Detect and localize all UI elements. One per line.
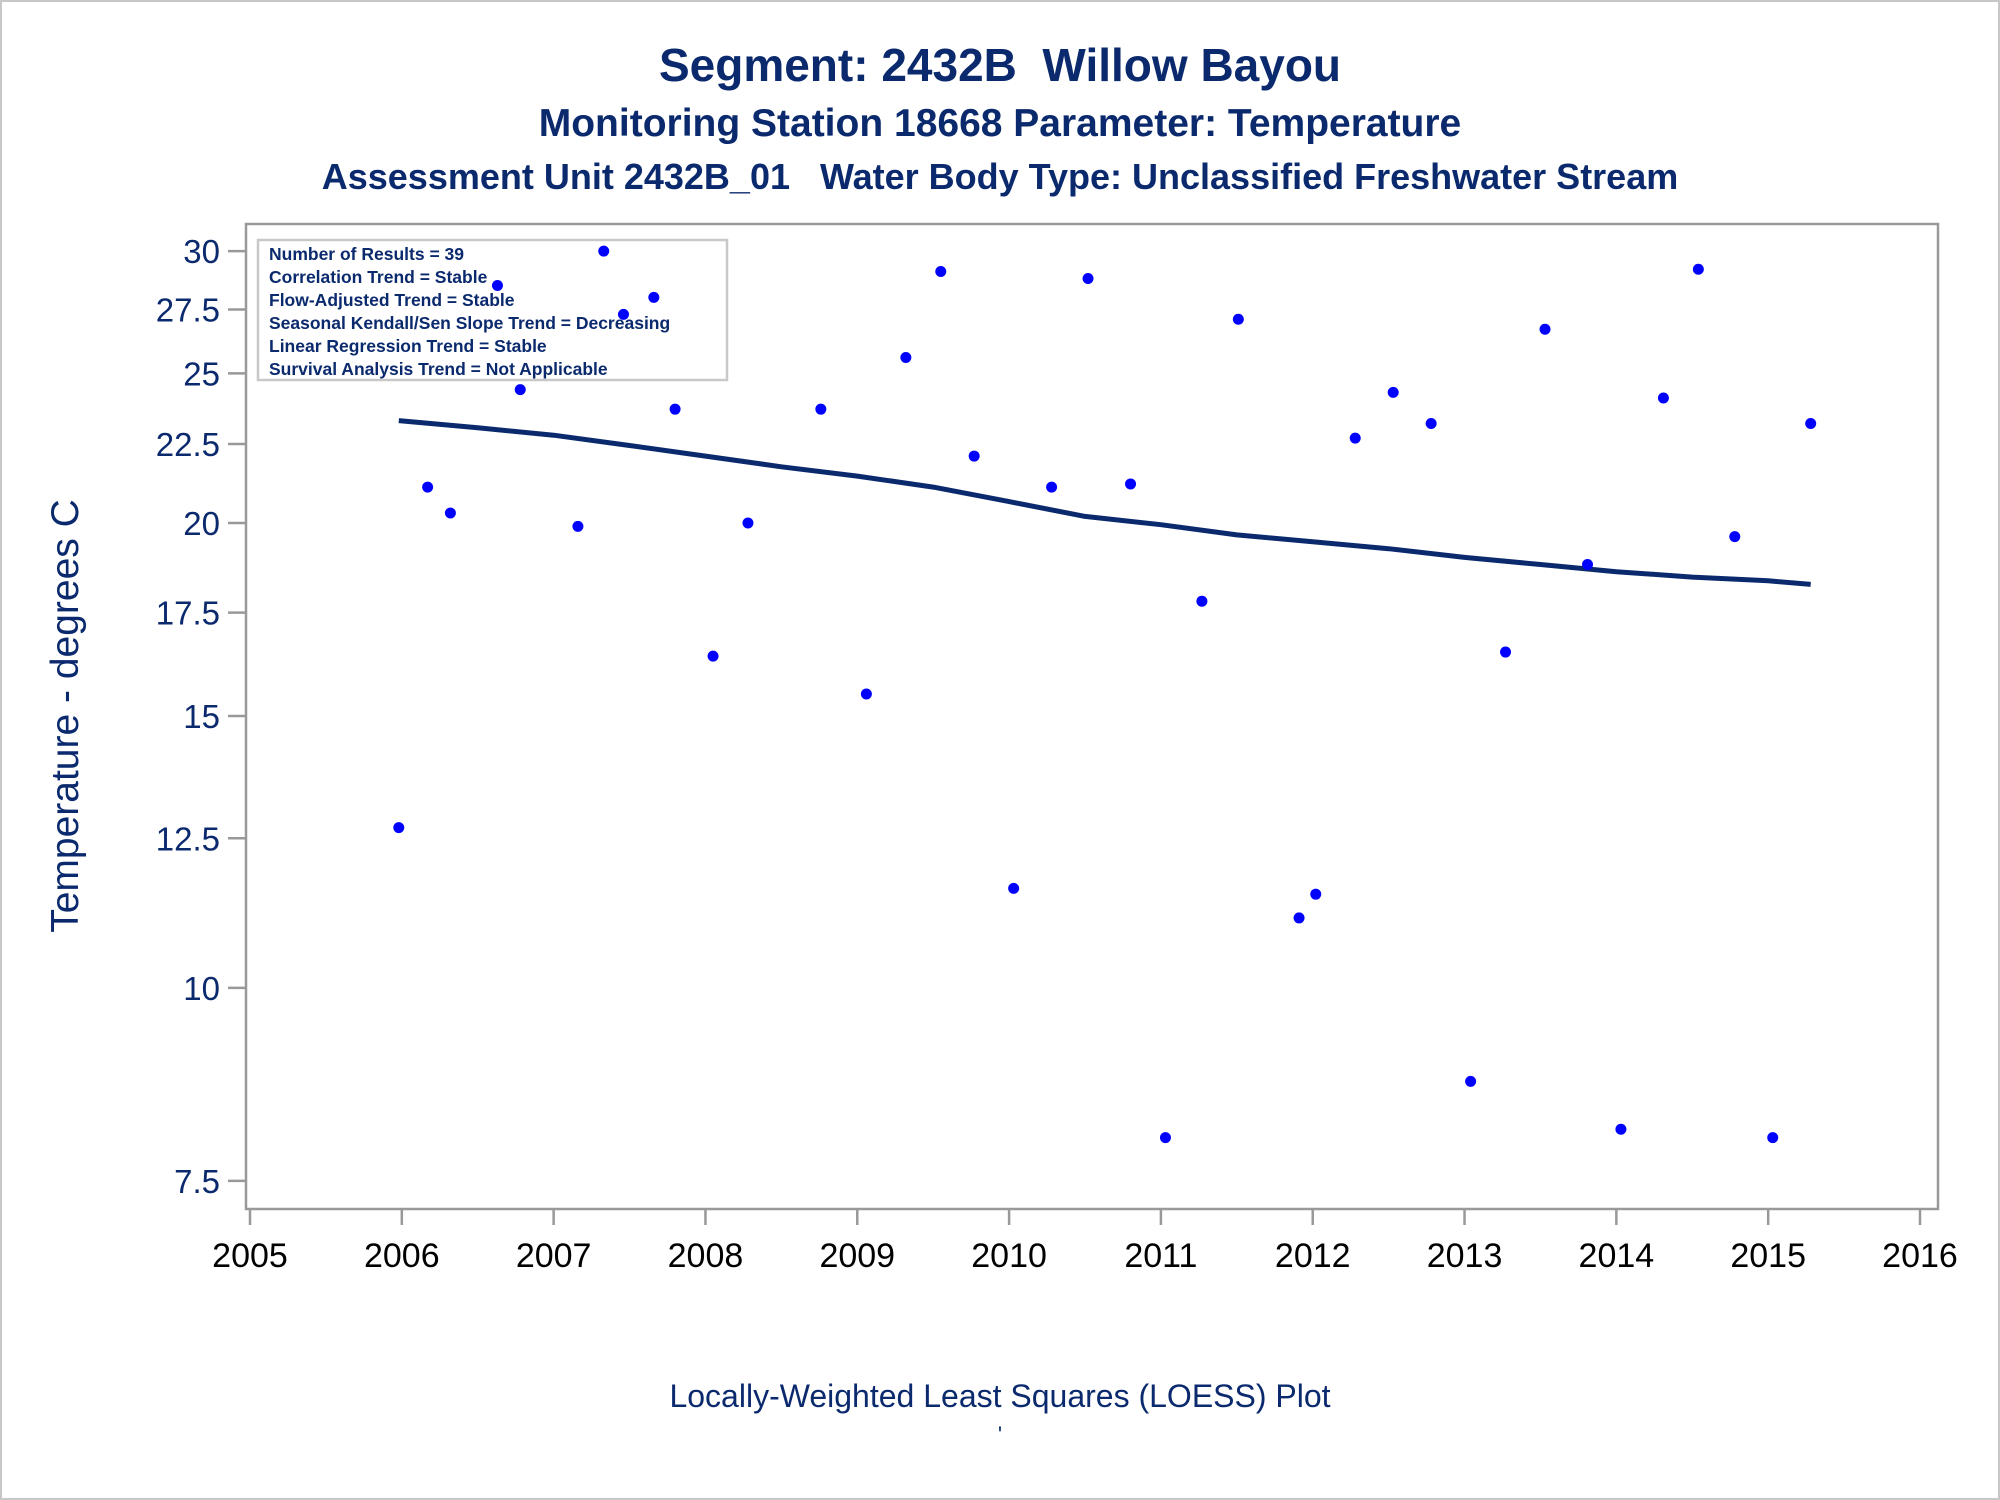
data-point: [1805, 417, 1817, 429]
data-point: [1539, 323, 1551, 335]
x-axis: 2005 2006 2007 2008 2009 2010 2011 2012 2013 2014…: [212, 1209, 1958, 1275]
legend-line: Linear Regression Trend = Stable: [269, 336, 547, 356]
data-point: [1465, 1075, 1477, 1087]
legend-line: Survival Analysis Trend = Not Applicable: [269, 359, 608, 379]
legend-line: Seasonal Kendall/Sen Slope Trend = Decre…: [269, 313, 670, 333]
data-point: [1293, 912, 1305, 924]
data-point: [422, 481, 434, 493]
x-tick-label: 2012: [1275, 1237, 1351, 1275]
y-axis: 7.5 10 12.5 15 17.5 20 22.5 25 27.5 30: [156, 233, 246, 1200]
data-point: [514, 384, 526, 396]
data-points: [393, 245, 1817, 1144]
y-tick-label: 7.5: [174, 1163, 220, 1200]
data-point: [742, 517, 754, 529]
legend-line: Flow-Adjusted Trend = Stable: [269, 290, 515, 310]
data-point: [1425, 417, 1437, 429]
data-point: [1349, 432, 1361, 444]
data-point: [1615, 1123, 1627, 1135]
data-point: [491, 279, 503, 291]
x-tick-label: 2016: [1882, 1237, 1958, 1275]
x-tick-label: 2010: [971, 1237, 1047, 1275]
data-point: [1387, 386, 1399, 398]
data-point: [572, 520, 584, 532]
y-tick-label: 25: [183, 355, 220, 392]
data-point: [1008, 882, 1020, 894]
y-tick-label: 10: [183, 970, 220, 1007]
x-tick-label: 2015: [1730, 1237, 1806, 1275]
legend-line: Correlation Trend = Stable: [269, 267, 488, 287]
legend-box: [256, 238, 729, 382]
data-point: [1125, 478, 1137, 490]
data-point: [860, 688, 872, 700]
y-tick-label: 27.5: [156, 291, 220, 328]
data-point: [648, 291, 660, 303]
y-tick-label: 17.5: [156, 595, 220, 632]
data-point: [968, 450, 980, 462]
chart-subtitle-station: Monitoring Station 18668 Parameter: Temp…: [538, 102, 1462, 145]
data-point: [617, 308, 629, 320]
data-point: [935, 266, 947, 278]
data-point: [1500, 646, 1512, 658]
data-point: [1159, 1132, 1171, 1144]
y-tick-label: 12.5: [156, 820, 220, 857]
data-point: [393, 822, 405, 834]
x-tick-label: 2005: [212, 1237, 288, 1275]
data-point: [1046, 481, 1058, 493]
data-point: [598, 245, 610, 257]
x-tick-label: 2014: [1579, 1237, 1655, 1275]
data-point: [1196, 595, 1208, 607]
x-tick-label: 2007: [516, 1237, 592, 1275]
data-point: [815, 403, 827, 415]
data-point: [1310, 888, 1322, 900]
data-point: [1729, 531, 1741, 543]
legend-line: Number of Results = 39: [269, 244, 464, 264]
data-point: [669, 403, 681, 415]
data-point: [1692, 263, 1704, 275]
loess-trend-line: [398, 418, 1811, 587]
data-point: [707, 650, 719, 662]
x-tick-label: 2009: [819, 1237, 895, 1275]
data-point: [444, 507, 456, 519]
data-point: [1767, 1132, 1779, 1144]
chart-subtitle-assessment: Assessment Unit 2432B_01 Water Body Type…: [321, 156, 1679, 197]
y-axis-label: Temperature - degrees C: [44, 499, 87, 933]
x-tick-label: 2008: [668, 1237, 744, 1275]
data-point: [1232, 313, 1244, 325]
data-point: [900, 351, 912, 363]
y-tick-label: 15: [183, 698, 220, 735]
footnote: Locally-Weighted Least Squares (LOESS) P…: [669, 1378, 1331, 1414]
x-tick-label: 2013: [1427, 1237, 1503, 1275]
data-point: [1657, 392, 1669, 404]
chart-title: Segment: 2432B Willow Bayou: [658, 39, 1342, 91]
y-tick-label: 30: [183, 233, 220, 270]
footnote-mark: ': [997, 1422, 1003, 1447]
y-tick-label: 22.5: [156, 426, 220, 463]
x-tick-label: 2011: [1124, 1237, 1197, 1275]
x-tick-label: 2006: [364, 1237, 440, 1275]
data-point: [1082, 272, 1094, 284]
y-tick-label: 20: [183, 505, 220, 542]
trend-summary-legend: Number of Results = 39 Correlation Trend …: [256, 238, 729, 382]
data-point: [1582, 559, 1594, 571]
